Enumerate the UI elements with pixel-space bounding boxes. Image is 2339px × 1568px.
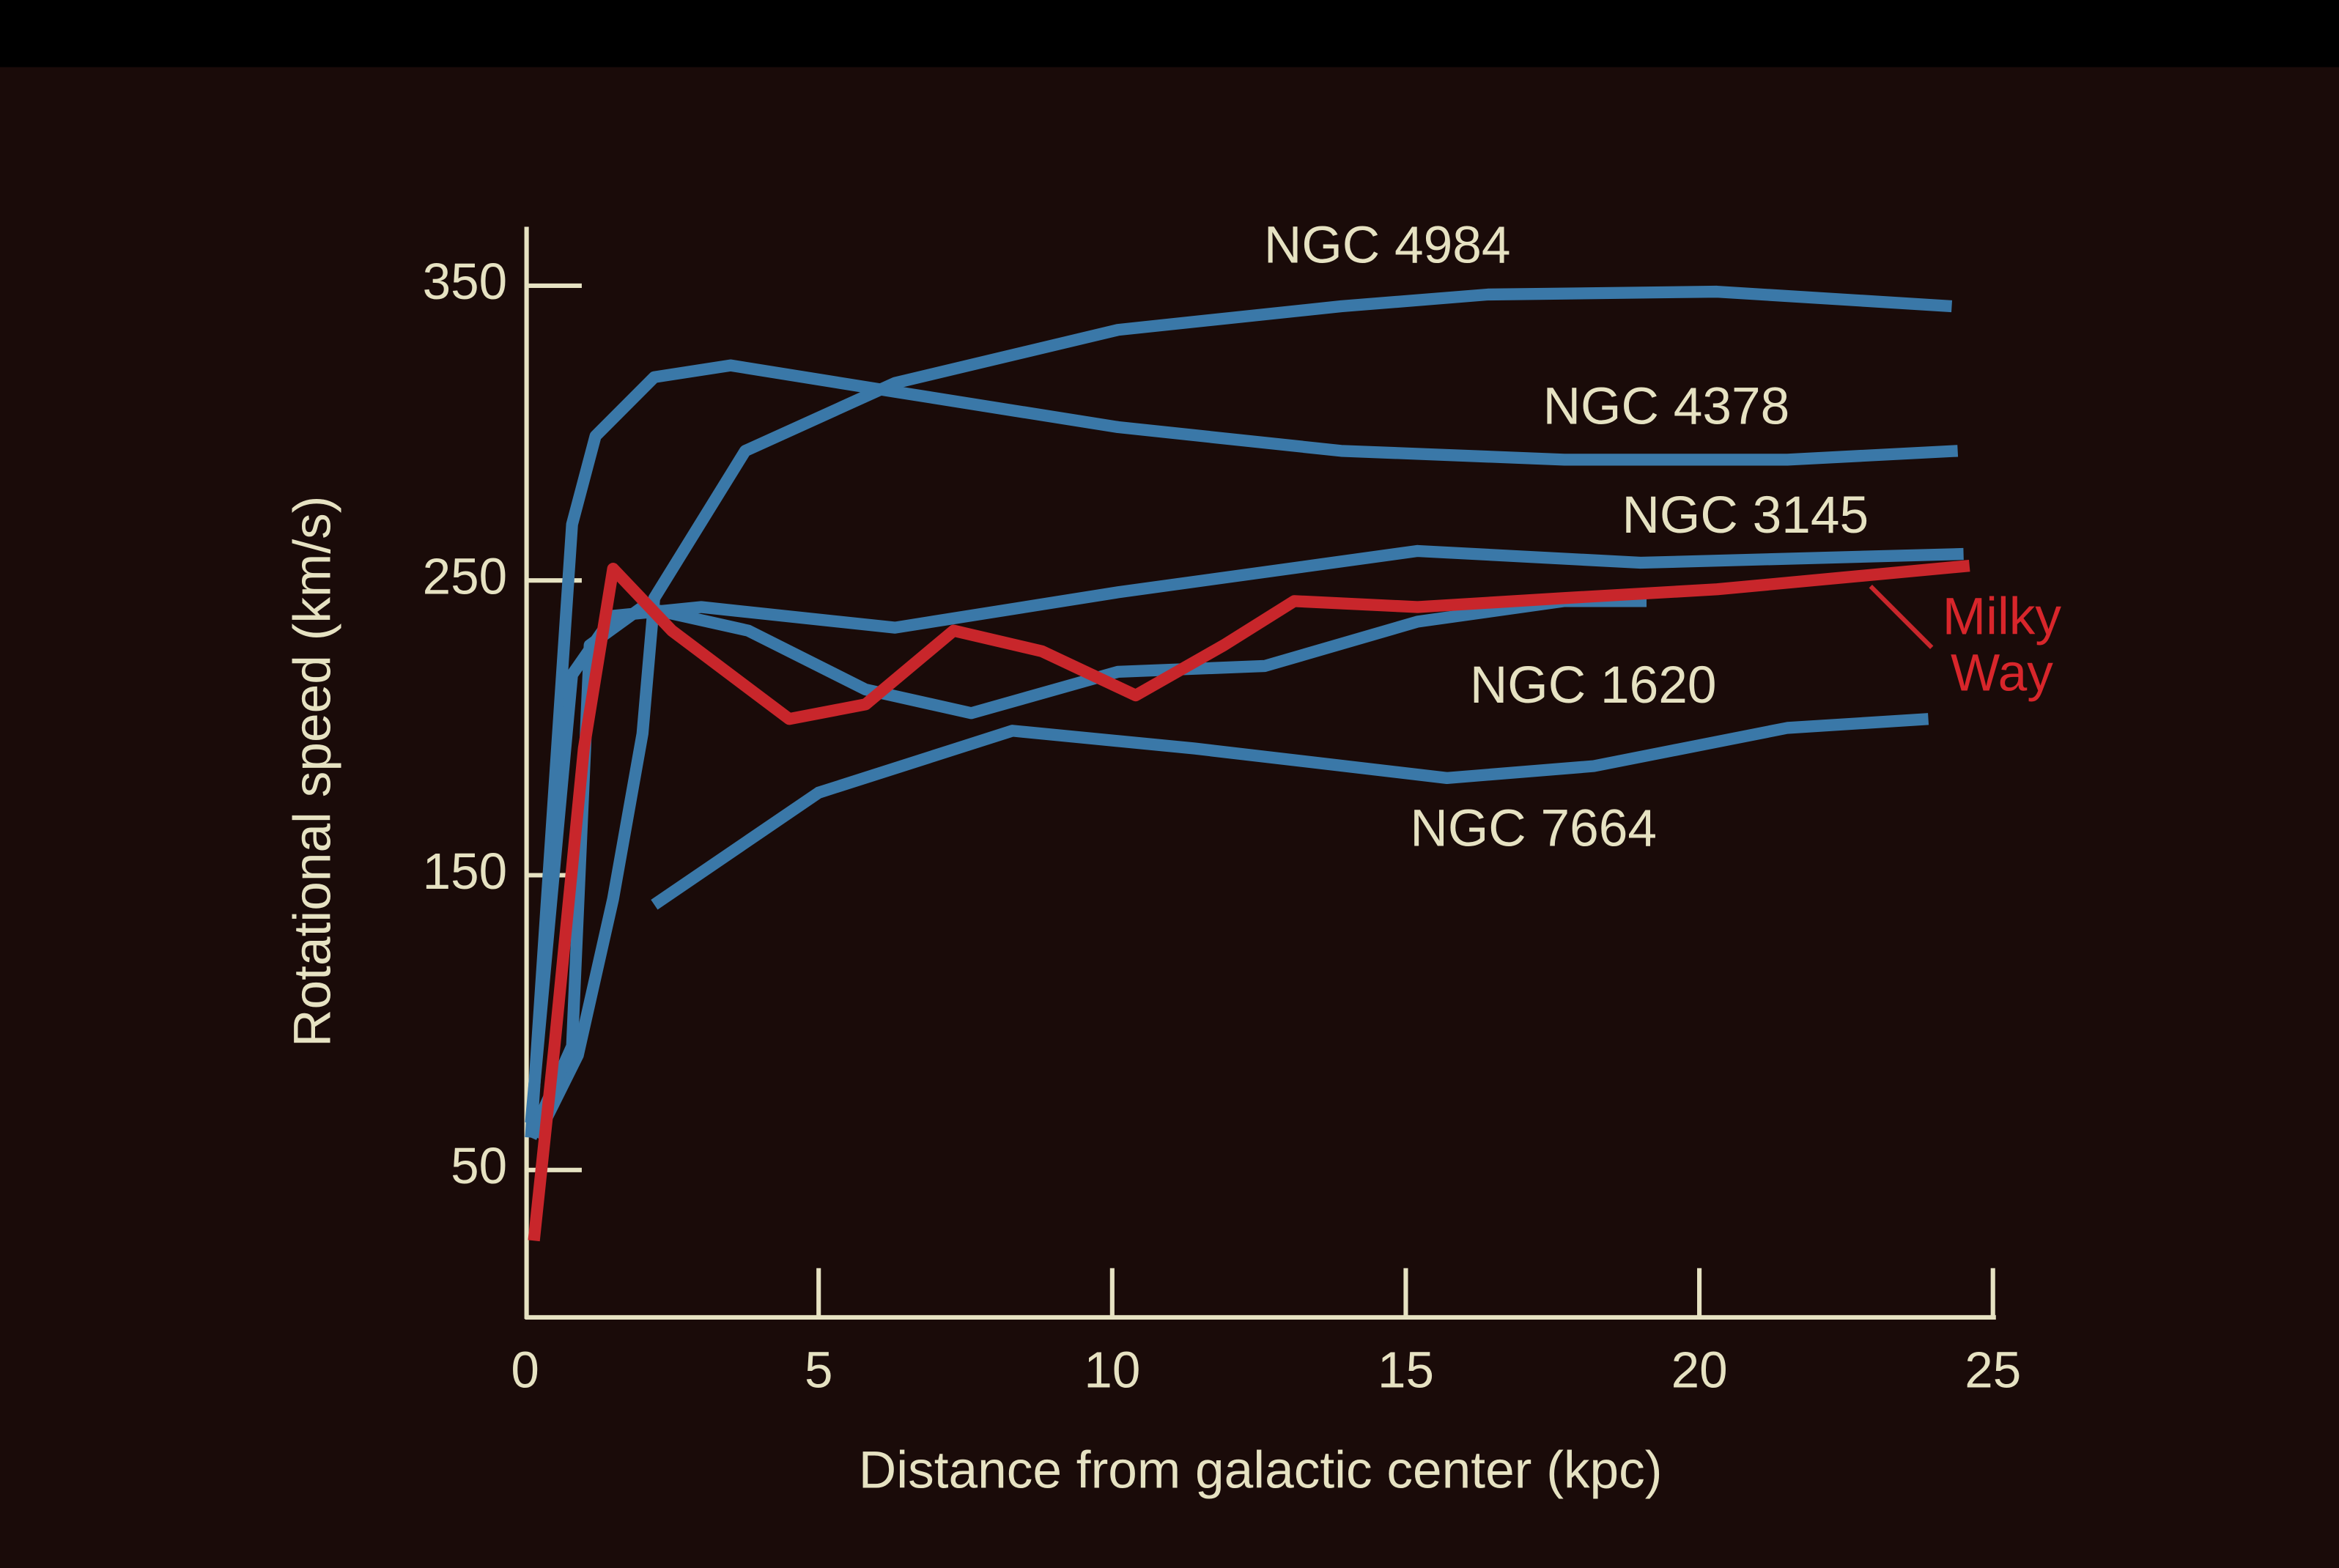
x-axis-title: Distance from galactic center (kpc) — [859, 1441, 1663, 1500]
x-tick-label: 5 — [805, 1342, 832, 1399]
y-axis-title: Rotational speed (km/s) — [283, 495, 341, 1046]
x-tick-label: 10 — [1084, 1342, 1140, 1399]
series-label-box: NGC 7664 — [1410, 799, 1658, 858]
y-tick-label: 50 — [451, 1137, 507, 1194]
top-band — [0, 0, 2339, 67]
series-label: NGC 3145 — [1622, 486, 1869, 545]
series-line — [528, 560, 1970, 1242]
series-label: Milky Way — [1942, 588, 2062, 703]
leader-line — [1869, 585, 1934, 649]
series-label-box: NGC 4378 — [1542, 377, 1790, 436]
x-tick-label: 25 — [1965, 1342, 2021, 1399]
series-line — [531, 285, 1953, 1141]
series-line — [651, 713, 1929, 910]
x-tick-label: 0 — [511, 1342, 539, 1399]
series-label: NGC 4378 — [1542, 377, 1790, 436]
series-label: NGC 7664 — [1410, 799, 1658, 858]
y-tick-label: 150 — [423, 843, 507, 900]
series-label: NGC 4984 — [1263, 216, 1511, 275]
series-label-box: NGC 1620 — [1469, 656, 1717, 715]
x-tick-label: 20 — [1671, 1342, 1728, 1399]
series-label: NGC 1620 — [1469, 656, 1717, 715]
series-label-box: NGC 4984 — [1263, 216, 1511, 275]
series-label-box: Milky Way — [1942, 588, 2062, 703]
series-line — [525, 359, 1959, 1139]
y-tick-label: 250 — [423, 548, 507, 605]
x-tick-label: 15 — [1378, 1342, 1434, 1399]
series-label-box: NGC 3145 — [1622, 486, 1869, 545]
y-tick-label: 350 — [423, 253, 507, 310]
